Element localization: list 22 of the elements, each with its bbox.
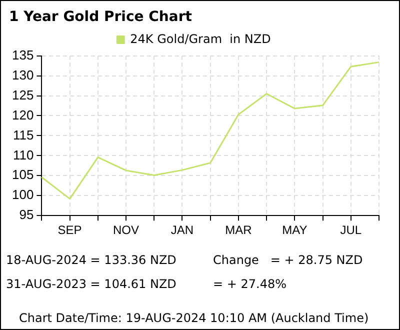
y-tick-label: 110: [12, 147, 34, 162]
text: Chart Date/Time: 19-AUG-2024 10:10 AM (Auckland Time): [19, 311, 369, 325]
legend-label: 24K Gold/Gram in NZD: [130, 32, 271, 46]
text: = + 27.48%: [213, 277, 286, 291]
chart-title: 1 Year Gold Price Chart: [9, 9, 192, 26]
y-tick-label: 95: [19, 207, 34, 222]
text: Change = + 28.75 NZD: [213, 253, 363, 267]
x-tick-label: MAY: [282, 223, 308, 238]
text: 18-AUG-2024 = 133.36 NZD: [6, 253, 176, 267]
y-tick-label: 120: [12, 107, 34, 122]
y-tick-label: 105: [12, 167, 34, 182]
x-tick-label: JUL: [340, 223, 362, 238]
y-tick-label: 130: [12, 67, 34, 82]
y-tick-label: 125: [12, 87, 34, 102]
x-tick-label: SEP: [58, 223, 82, 238]
x-tick-label: MAR: [225, 223, 252, 238]
x-tick-label: NOV: [113, 223, 140, 238]
y-tick-label: 115: [12, 127, 34, 142]
y-tick-label: 100: [12, 187, 34, 202]
y-tick-label: 135: [12, 47, 34, 62]
x-tick-label: JAN: [170, 223, 194, 238]
text: 31-AUG-2023 = 104.61 NZD: [6, 277, 176, 291]
